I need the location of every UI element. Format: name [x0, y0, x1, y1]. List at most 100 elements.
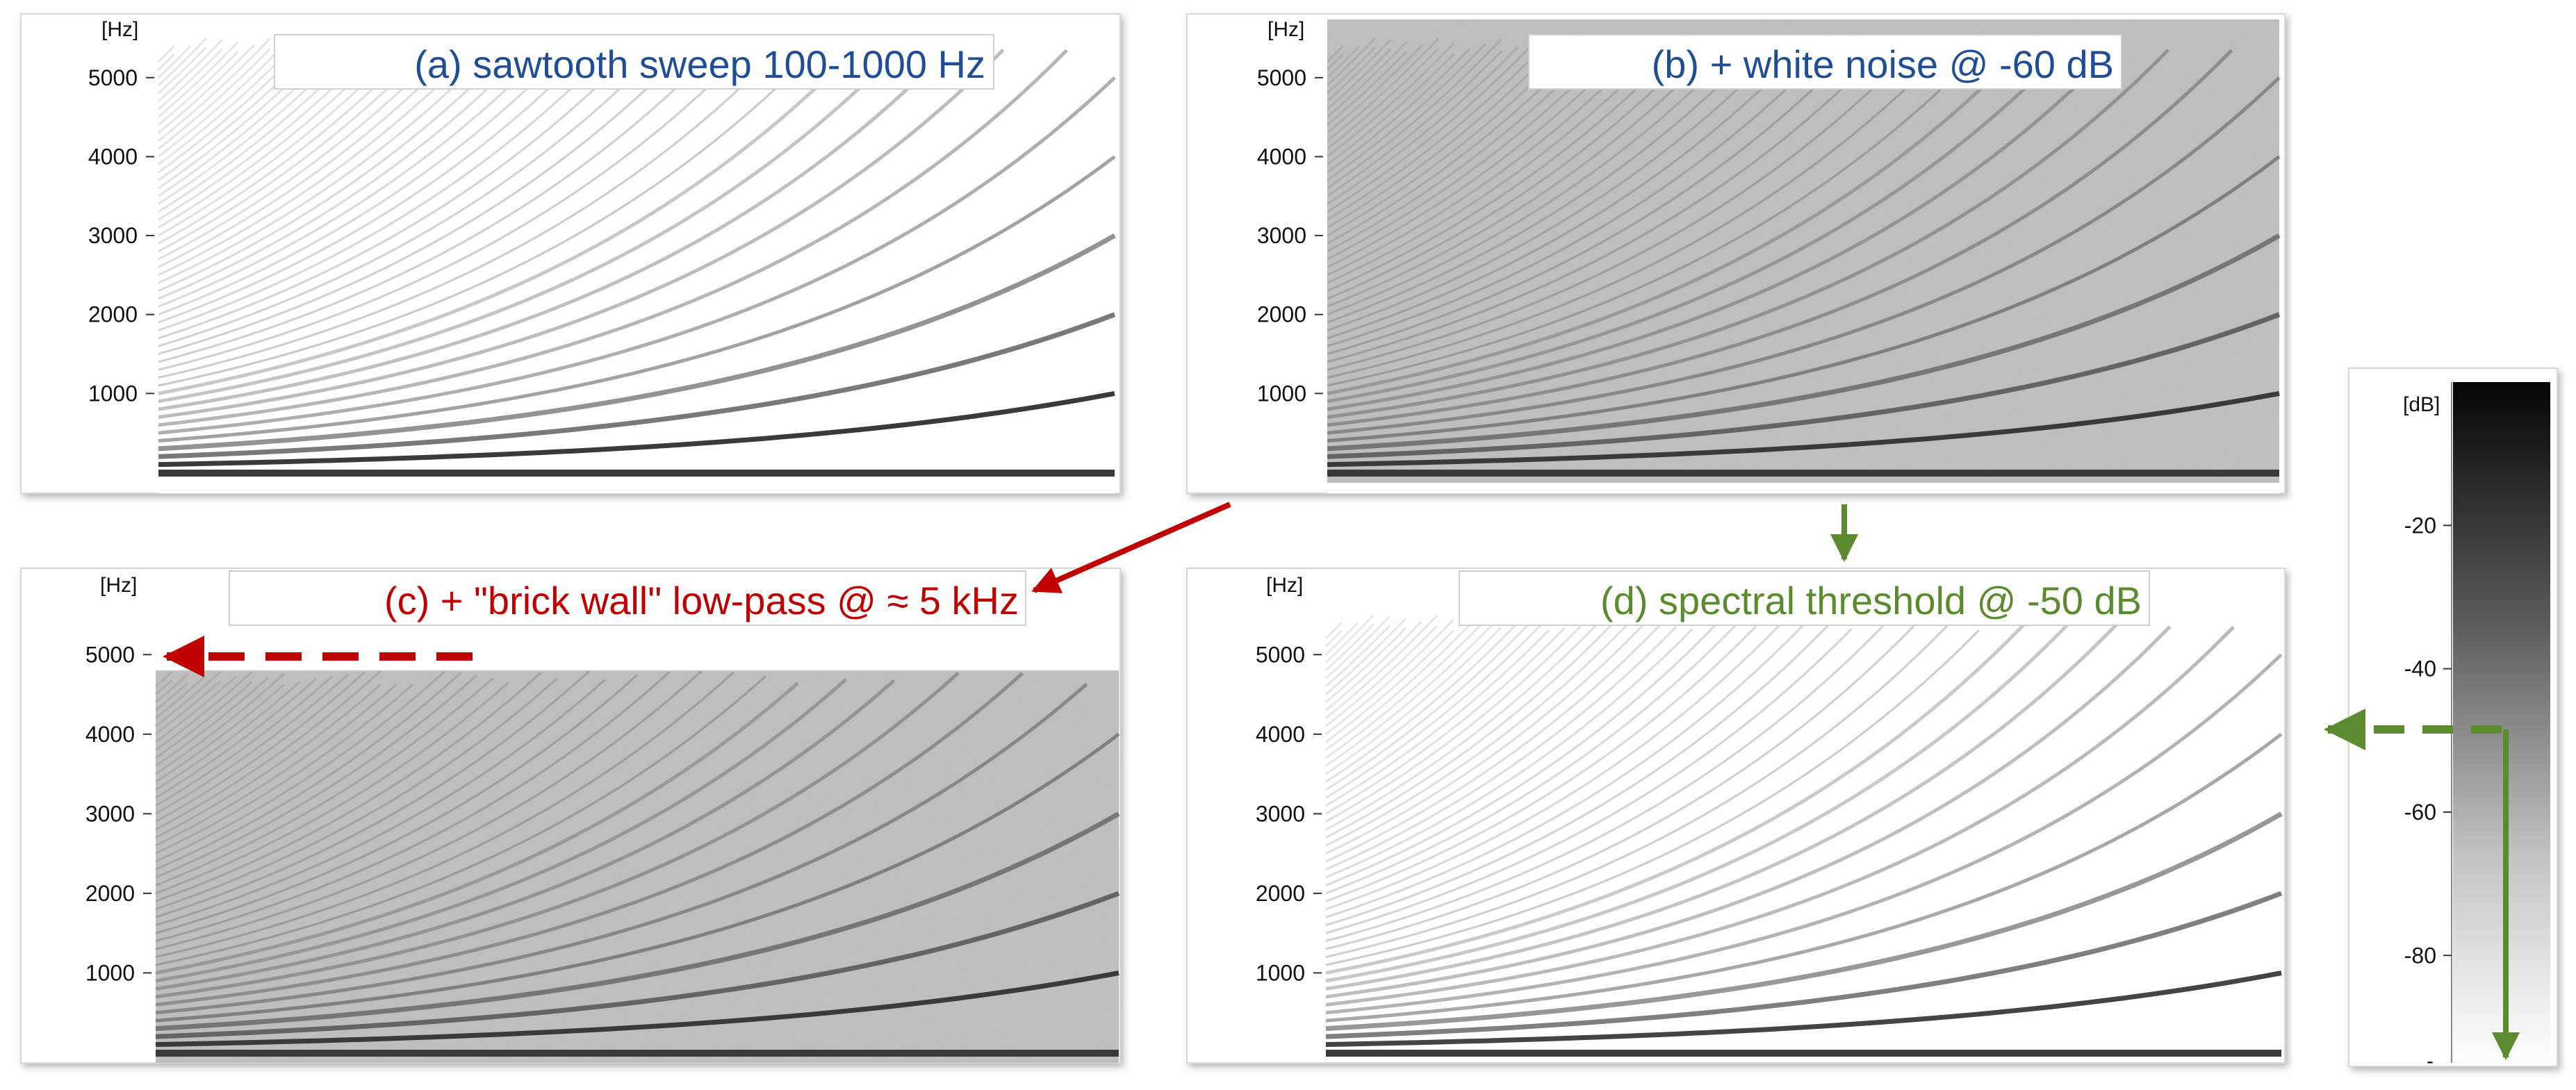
harmonic-line: [1326, 46, 1376, 94]
arrow-b-to-c: [1031, 502, 1231, 593]
harmonic-line: [1327, 50, 1566, 237]
baseline-band: [1327, 470, 2279, 477]
harmonic-line: [158, 233, 1116, 452]
harmonic-line: [1326, 39, 1392, 103]
harmonic-line: [155, 684, 397, 847]
harmonic-line: [155, 670, 382, 831]
arrows: [163, 502, 2520, 1060]
harmonic-line: [1325, 623, 1917, 950]
harmonic-line: [1327, 47, 1471, 174]
harmonic-line: [158, 38, 558, 308]
harmonic-line: [158, 155, 1116, 443]
harmonic-line: [154, 679, 173, 695]
ytick-label: 3000: [88, 223, 138, 248]
harmonic-line: [1325, 617, 2124, 991]
harmonic-line: [1327, 155, 2281, 443]
ytick-label: 5000: [1257, 65, 1306, 90]
ytick-label: 5000: [88, 65, 138, 90]
harmonic-line: [1324, 625, 1390, 688]
harmonic-line: [1327, 49, 1757, 324]
ytick-label: 3000: [1257, 223, 1306, 248]
harmonic-line: [157, 51, 239, 126]
harmonic-line: [1327, 51, 1693, 300]
harmonic-line: [1327, 48, 1884, 363]
harmonic-line: [155, 677, 494, 886]
harmonic-line: [158, 48, 781, 379]
harmonic-line: [155, 672, 461, 870]
harmonic-line: [157, 45, 192, 79]
ytick-label: 4000: [1257, 144, 1306, 169]
harmonic-line: [158, 48, 415, 245]
harmonic-line: [1324, 625, 1438, 727]
harmonic-line: [1325, 625, 1677, 870]
spectrogram-b: [1326, 19, 2281, 493]
colorbar-tick-label: -20: [2404, 513, 2436, 538]
harmonic-line: [158, 46, 478, 276]
colorbar-ticks: -20 -40 -60 -80: [2404, 513, 2452, 968]
harmonic-line: [157, 46, 207, 94]
harmonic-line: [155, 670, 590, 918]
baseline-band: [156, 1050, 1119, 1057]
unit-label-c: [Hz]: [100, 574, 137, 597]
harmonic-line: [1325, 629, 1550, 807]
harmonic-line: [158, 53, 287, 166]
harmonic-line: [1325, 619, 1486, 759]
harmonic-line: [158, 40, 670, 347]
harmonic-line: [155, 671, 960, 999]
harmonic-line: [155, 671, 221, 727]
harmonic-line: [154, 676, 205, 720]
harmonic-line: [158, 49, 1005, 419]
harmonic-line: [155, 679, 896, 991]
harmonic-line: [1325, 625, 1757, 902]
harmonic-line: [1327, 53, 1455, 166]
plot-background: [158, 19, 1115, 493]
harmonic-line: [1326, 44, 1424, 134]
harmonic-line: [1326, 51, 1408, 126]
plot-background: [1326, 638, 2281, 1062]
harmonic-line: [1326, 38, 1439, 142]
harmonic-line: [1325, 625, 1948, 959]
harmonic-line: [158, 39, 622, 332]
harmonic-line: [1327, 47, 1598, 253]
harmonic-line: [1327, 38, 1503, 190]
harmonic-line: [1325, 628, 1853, 934]
harmonic-line: [1326, 41, 1408, 118]
harmonic-line: [1327, 312, 2281, 459]
title-b: (b) + white noise @ -60 dB: [1652, 42, 2114, 86]
ytick-label: 2000: [1257, 302, 1306, 327]
colorbar-unit-label: [dB]: [2403, 393, 2440, 416]
harmonic-line: [155, 672, 1024, 1007]
panel-d: 1000 2000 3000 4000 5000 [Hz] (d) spectral t…: [1186, 568, 2286, 1064]
yaxis-a: 1000 2000 3000 4000 5000: [88, 65, 154, 406]
harmonic-line: [155, 677, 558, 911]
ytick-label: 5000: [85, 642, 135, 667]
harmonic-line: [1325, 619, 1534, 791]
ytick-label: 2000: [88, 302, 138, 327]
harmonic-line: [1327, 40, 1836, 347]
ytick-label: 4000: [88, 144, 138, 169]
harmonic-line: [1327, 233, 2281, 452]
title-c: (c) + "brick wall" low-pass @ ≈ 5 kHz: [384, 579, 1019, 622]
harmonic-line: [158, 49, 590, 324]
harmonic-line: [1325, 622, 1518, 783]
harmonic-line: [157, 53, 176, 71]
harmonic-line: [155, 680, 301, 791]
ytick-label: 1000: [1257, 381, 1306, 406]
harmonic-line: [1325, 622, 1614, 839]
harmonic-line: [157, 41, 239, 118]
harmonic-line: [1327, 49, 1677, 292]
harmonic-line: [155, 672, 542, 902]
ytick-label: 1000: [85, 960, 135, 985]
harmonic-line: [155, 671, 366, 823]
harmonic-line: [155, 671, 671, 943]
unit-label-a: [Hz]: [101, 18, 138, 41]
harmonic-line: [1327, 48, 1582, 245]
harmonic-line: [1326, 44, 1344, 63]
colorbar-tick-label: -40: [2404, 657, 2436, 682]
harmonic-line: [157, 39, 223, 103]
harmonic-line: [155, 672, 285, 775]
harmonic-line: [1327, 51, 1852, 356]
harmonic-line: [1325, 625, 1470, 751]
noise-grain: [1327, 19, 2279, 483]
